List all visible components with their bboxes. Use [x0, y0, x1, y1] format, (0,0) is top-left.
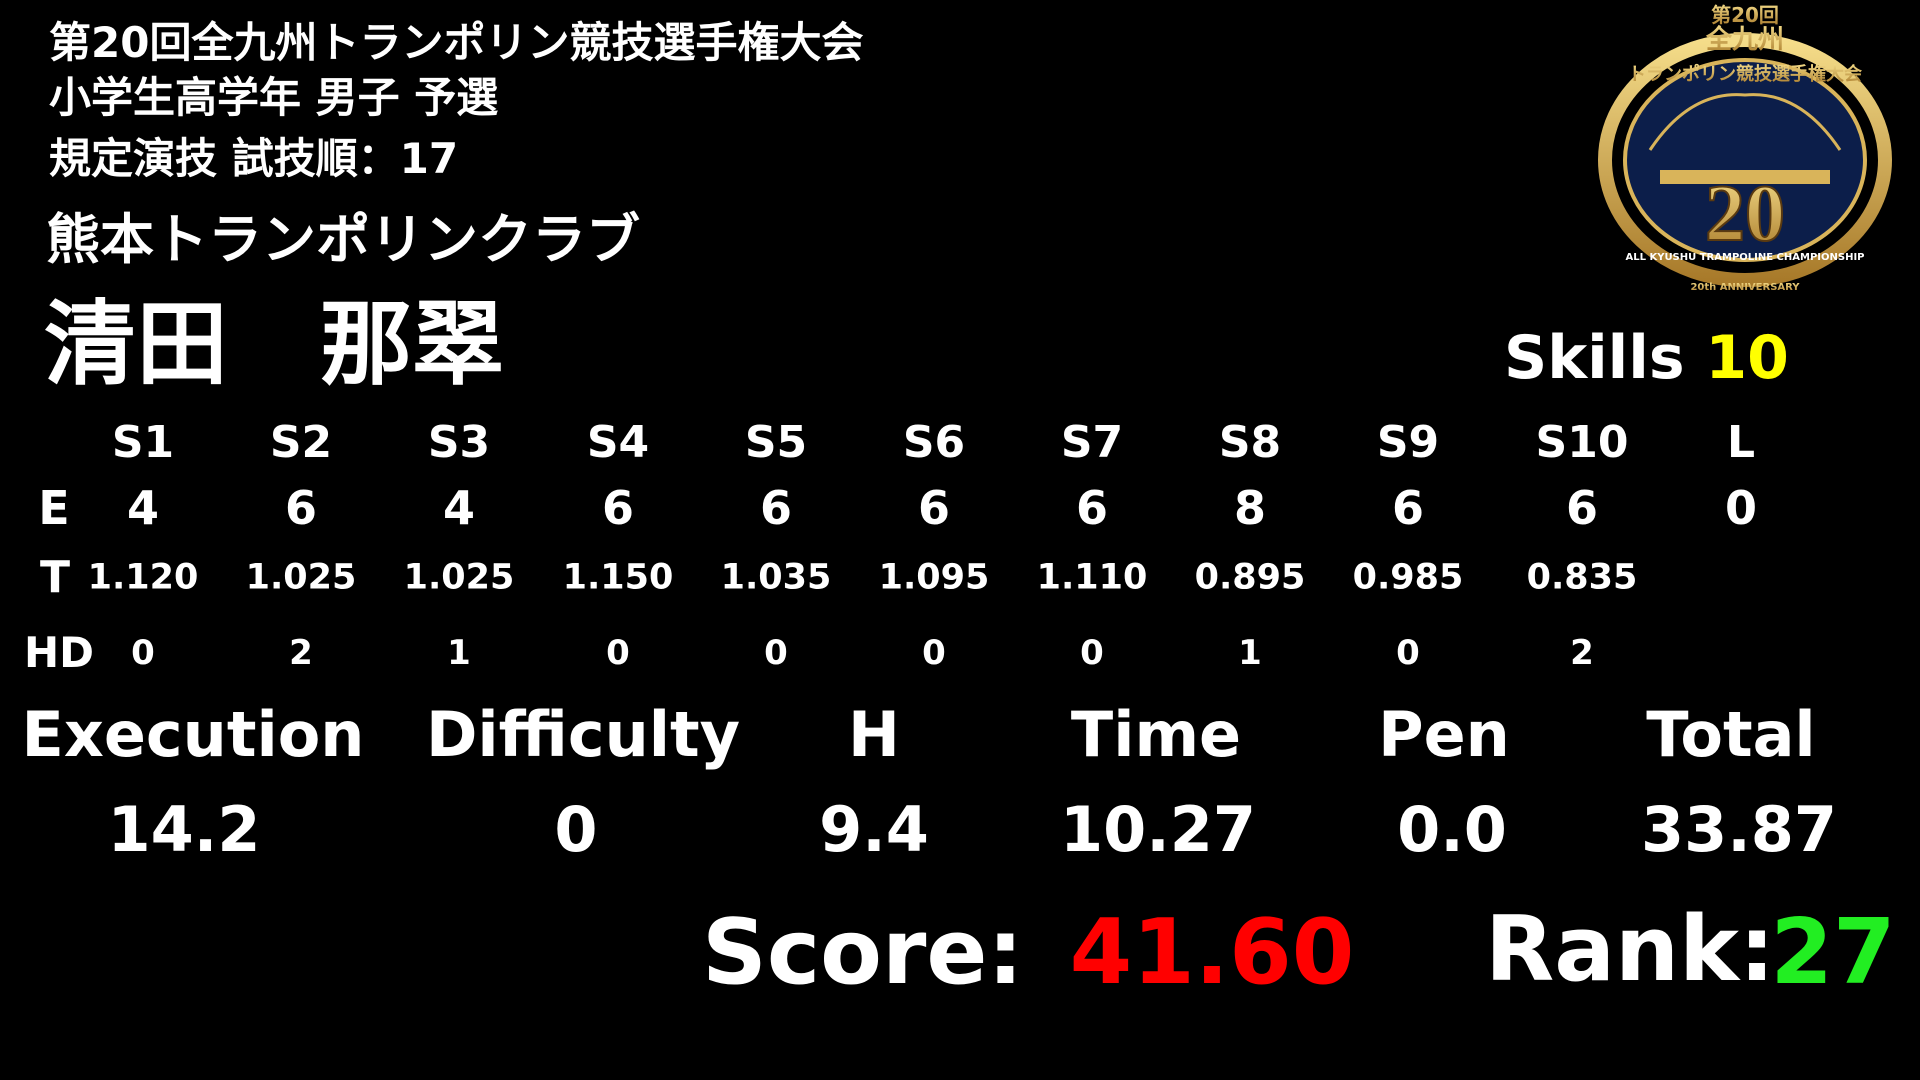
event-title: 第20回全九州トランポリン競技選手権大会	[49, 18, 864, 67]
cell-t-s5: 1.035	[720, 557, 832, 598]
cell-t-s3: 1.025	[403, 557, 515, 598]
svg-text:20th ANNIVERSARY: 20th ANNIVERSARY	[1690, 282, 1800, 293]
cell-hd-s7: 0	[1080, 633, 1104, 673]
cell-t-s6: 1.095	[878, 557, 990, 598]
cell-e-s2: 6	[284, 481, 318, 535]
cell-hd-s6: 0	[922, 633, 946, 673]
row-label-e: E	[38, 481, 70, 535]
column-header-s1: S1	[111, 417, 175, 468]
column-header-s7: S7	[1060, 417, 1124, 468]
cell-t-s2: 1.025	[245, 557, 357, 598]
cell-t-s7: 1.110	[1036, 557, 1148, 598]
svg-text:トランポリン競技選手権大会: トランポリン競技選手権大会	[1628, 63, 1862, 85]
cell-t-s4: 1.150	[562, 557, 674, 598]
cell-t-s8: 0.895	[1194, 557, 1306, 598]
pen-value: 0.0	[1397, 793, 1507, 866]
svg-text:第20回: 第20回	[1711, 3, 1779, 27]
column-header-s3: S3	[427, 417, 491, 468]
skills-count: Skills 10	[1504, 328, 1789, 388]
score-label: Score:	[702, 900, 1024, 1005]
column-header-s6: S6	[902, 417, 966, 468]
cell-t-s1: 1.120	[87, 557, 199, 598]
score-value: 41.60	[1069, 900, 1355, 1005]
cell-e-s10: 6	[1565, 481, 1599, 535]
athlete-name: 清田 那翠	[44, 291, 505, 398]
cell-e-s8: 8	[1233, 481, 1267, 535]
svg-text:全九州: 全九州	[1705, 24, 1784, 55]
total-label: Total	[1646, 698, 1816, 771]
svg-text:20: 20	[1705, 170, 1785, 258]
pen-label: Pen	[1378, 698, 1510, 771]
h-value: 9.4	[819, 793, 929, 866]
column-header-s5: S5	[744, 417, 808, 468]
skills-label: Skills	[1504, 323, 1685, 393]
column-header-s8: S8	[1218, 417, 1282, 468]
column-header-s2: S2	[269, 417, 333, 468]
cell-e-s4: 6	[601, 481, 635, 535]
cell-hd-s2: 2	[289, 633, 313, 673]
column-header-s10: S10	[1535, 417, 1629, 468]
time-label: Time	[1070, 698, 1242, 771]
cell-t-s9: 0.985	[1352, 557, 1464, 598]
cell-hd-s4: 0	[606, 633, 630, 673]
cell-e-s1: 4	[126, 481, 160, 535]
rank-label: Rank:	[1485, 897, 1775, 1002]
h-label: H	[848, 698, 900, 771]
column-header-s4: S4	[586, 417, 650, 468]
column-header-l: L	[1726, 417, 1756, 468]
skills-value: 10	[1705, 323, 1789, 393]
rank-value: 27	[1770, 900, 1896, 1005]
cell-hd-s9: 0	[1396, 633, 1420, 673]
execution-value: 14.2	[107, 793, 261, 866]
execution-label: Execution	[21, 698, 365, 771]
event-category: 小学生高学年 男子 予選	[49, 73, 499, 122]
cell-hd-s10: 2	[1570, 633, 1594, 673]
difficulty-value: 0	[554, 793, 598, 866]
championship-logo: 20 第20回 全九州 トランポリン競技選手権大会 ALL KYUSHU TRA…	[1598, 3, 1892, 293]
cell-e-l: 0	[1724, 481, 1758, 535]
row-label-hd: HD	[23, 628, 95, 677]
cell-t-s10: 0.835	[1526, 557, 1638, 598]
svg-text:ALL KYUSHU TRAMPOLINE CHAMPION: ALL KYUSHU TRAMPOLINE CHAMPIONSHIP	[1625, 252, 1864, 263]
cell-hd-s1: 0	[131, 633, 155, 673]
cell-e-s9: 6	[1391, 481, 1425, 535]
cell-e-s7: 6	[1075, 481, 1109, 535]
difficulty-label: Difficulty	[425, 698, 741, 771]
cell-hd-s3: 1	[447, 633, 471, 673]
time-value: 10.27	[1059, 793, 1257, 866]
column-header-s9: S9	[1376, 417, 1440, 468]
club-name: 熊本トランポリンクラブ	[46, 208, 640, 271]
cell-hd-s5: 0	[764, 633, 788, 673]
cell-e-s6: 6	[917, 481, 951, 535]
cell-hd-s8: 1	[1238, 633, 1262, 673]
row-label-t: T	[39, 552, 71, 603]
routine-order: 規定演技 試技順：17	[49, 134, 459, 183]
cell-e-s3: 4	[442, 481, 476, 535]
total-value: 33.87	[1640, 793, 1838, 866]
cell-e-s5: 6	[759, 481, 793, 535]
